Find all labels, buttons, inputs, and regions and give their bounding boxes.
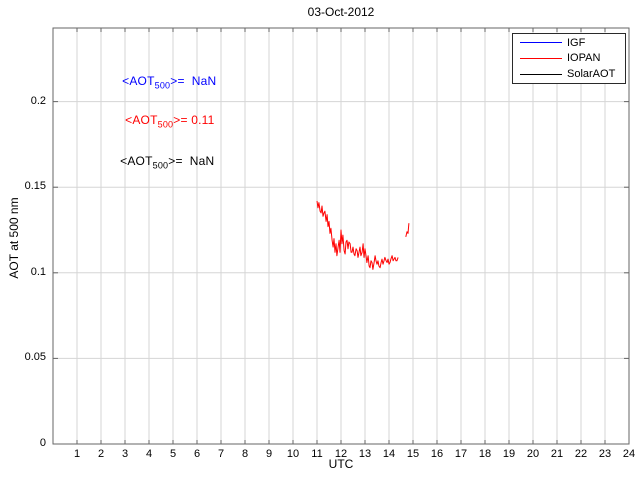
x-tick-label: 22 [574,448,588,460]
x-tick-label: 3 [121,448,129,460]
annotation-prefix: <AOT [125,113,158,127]
legend-line-sample-iopan [520,57,562,59]
x-tick-label: 2 [97,448,105,460]
y-tick-label: 0.05 [24,351,46,364]
x-tick-label: 24 [622,448,636,460]
x-tick-label: 4 [145,448,153,460]
annotation-prefix: <AOT [120,154,153,168]
x-tick-label: 11 [311,448,323,460]
y-tick-label: 0.1 [30,265,46,278]
x-tick-label: 8 [241,448,249,460]
x-tick-label: 18 [478,448,492,460]
y-tick-label: 0.2 [30,94,46,107]
x-tick-label: 5 [169,448,177,460]
x-tick-label: 15 [406,448,420,460]
annotation-value: >= NaN [168,154,215,168]
x-axis-label: UTC [328,457,354,471]
legend-entry-solaraot: SolarAOT [513,67,625,81]
legend-line-sample-solaraot [520,73,562,75]
annotation-value: >= 0.11 [173,113,215,127]
x-tick-label: 1 [73,448,81,460]
annotation-value: >= NaN [170,74,217,88]
mean-aot-annotation-igf: <AOT500>= NaN [108,60,216,104]
x-tick-label: 12 [334,448,348,460]
legend-entry-iopan: IOPAN [513,51,625,65]
x-tick-label: 23 [598,448,612,460]
x-tick-label: 13 [358,448,372,460]
legend-label: SolarAOT [567,68,616,81]
legend-line-sample-igf [520,42,562,44]
mean-aot-annotation-solaraot: <AOT500>= NaN [106,140,214,184]
legend-entry-igf: IGF [513,36,625,50]
data-line-iopan [405,223,410,238]
x-tick-label: 9 [265,448,273,460]
x-tick-label: 10 [286,448,300,460]
x-tick-label: 6 [193,448,201,460]
y-tick-label: 0.15 [24,180,46,193]
x-tick-label: 19 [502,448,516,460]
data-line-iopan [316,200,399,270]
annotation-subscript: 500 [157,119,174,130]
x-tick-label: 7 [217,448,225,460]
mean-aot-annotation-iopan: <AOT500>= 0.11 [111,99,214,143]
chart-title: 03-Oct-2012 [307,5,375,19]
legend-label: IOPAN [567,52,601,65]
annotation-subscript: 500 [152,160,169,171]
y-tick-label: 0 [39,437,46,449]
annotation-prefix: <AOT [122,74,155,88]
y-axis-label: AOT at 500 nm [7,197,21,279]
x-tick-label: 14 [382,448,396,460]
x-tick-label: 20 [526,448,540,460]
legend-box: IGF IOPAN SolarAOT [512,33,626,84]
annotation-subscript: 500 [154,80,171,91]
x-tick-label: 21 [550,448,564,460]
x-tick-label: 16 [430,448,444,460]
x-tick-label: 17 [454,448,468,460]
legend-label: IGF [567,36,586,49]
